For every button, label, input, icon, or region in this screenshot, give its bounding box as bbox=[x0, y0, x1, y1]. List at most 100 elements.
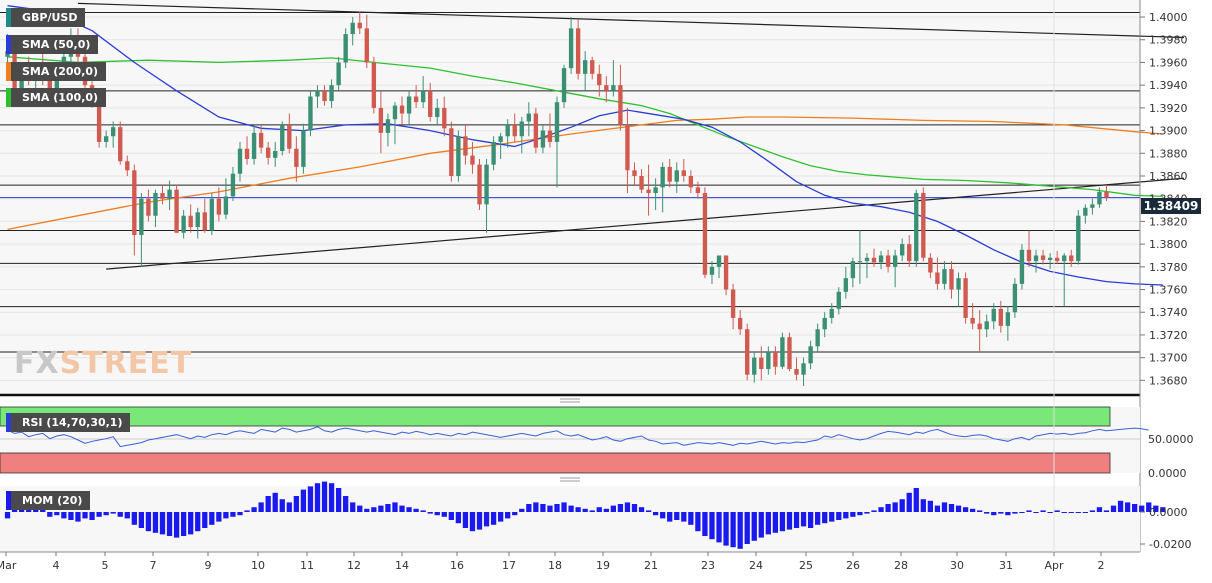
candle bbox=[582, 51, 588, 91]
candle bbox=[399, 96, 405, 125]
instrument-tag[interactable]: GBP/USD bbox=[6, 8, 86, 27]
candle bbox=[653, 178, 658, 211]
mom-bar bbox=[343, 496, 349, 512]
candle-body bbox=[195, 212, 200, 228]
x-tick-label: 25 bbox=[799, 559, 813, 572]
candle-body bbox=[533, 113, 539, 148]
mom-bar bbox=[955, 505, 962, 512]
candle-body bbox=[209, 198, 214, 231]
mom-tick-label: 0.0000 bbox=[1149, 506, 1188, 519]
candle bbox=[132, 164, 137, 256]
candle-body bbox=[1026, 249, 1032, 262]
candle bbox=[597, 64, 602, 97]
mom-bar bbox=[533, 502, 539, 512]
candle bbox=[632, 162, 637, 186]
rsi-tag[interactable]: RSI (14,70,30,1) bbox=[6, 413, 131, 432]
mom-bar bbox=[216, 512, 222, 522]
mom-bar bbox=[575, 507, 581, 512]
mom-bar bbox=[941, 502, 948, 512]
candle bbox=[745, 323, 750, 381]
sma50-tag[interactable]: SMA (50,0) bbox=[6, 35, 99, 54]
candle bbox=[470, 141, 475, 174]
mom-bar bbox=[977, 510, 983, 512]
sma100-tag[interactable]: SMA (100,0) bbox=[6, 88, 107, 107]
sma100-label: SMA (100,0) bbox=[22, 91, 99, 104]
candle bbox=[970, 303, 975, 330]
candle-body bbox=[554, 102, 560, 142]
panel-drag-handle-2[interactable] bbox=[560, 477, 580, 482]
mom-bar bbox=[906, 492, 912, 512]
mom-bar bbox=[434, 512, 440, 516]
candle-body bbox=[857, 261, 863, 263]
candle-body bbox=[357, 22, 362, 29]
mom-bar bbox=[406, 507, 412, 512]
x-tick-label: 7 bbox=[150, 559, 157, 572]
y-tick-label: 1.3940 bbox=[1149, 79, 1188, 92]
candle-body bbox=[850, 261, 856, 279]
candle bbox=[794, 357, 799, 381]
mom-bar bbox=[892, 502, 898, 512]
mom-bar bbox=[117, 512, 123, 517]
mom-bar bbox=[948, 504, 955, 512]
x-tick-label: 2 bbox=[1098, 559, 1105, 572]
mom-bar bbox=[1146, 502, 1152, 512]
candle bbox=[287, 113, 292, 154]
candle bbox=[667, 158, 672, 188]
candle bbox=[1026, 230, 1032, 267]
candle-body bbox=[709, 266, 715, 275]
mom-bar bbox=[159, 512, 166, 535]
candle-body bbox=[611, 85, 616, 91]
mom-bar bbox=[857, 512, 863, 516]
x-tick-label: 24 bbox=[749, 559, 763, 572]
candle-body bbox=[723, 255, 729, 290]
mom-bar bbox=[568, 505, 574, 512]
mom-bar bbox=[357, 505, 363, 512]
mom-bar bbox=[864, 512, 870, 514]
mom-tick-label: -0.0200 bbox=[1149, 538, 1191, 551]
mom-bar bbox=[11, 508, 18, 512]
mom-bar bbox=[934, 505, 941, 512]
candle-body bbox=[406, 96, 412, 114]
candle-body bbox=[118, 127, 123, 162]
candle bbox=[907, 235, 912, 267]
candle-body bbox=[885, 255, 891, 267]
candle-body bbox=[667, 166, 672, 182]
mom-bar bbox=[751, 512, 757, 541]
y-tick-label: 1.3900 bbox=[1149, 125, 1188, 138]
candle bbox=[223, 178, 229, 220]
candle-body bbox=[1083, 207, 1088, 216]
mom-bar bbox=[836, 512, 842, 520]
y-tick-label: 1.3960 bbox=[1149, 56, 1188, 69]
candle bbox=[702, 187, 708, 279]
candle-body bbox=[963, 278, 968, 318]
mom-bar bbox=[1082, 512, 1088, 513]
mom-bar bbox=[822, 512, 828, 524]
x-tick-label: 23 bbox=[701, 559, 715, 572]
y-tick-label: 1.3920 bbox=[1149, 102, 1188, 115]
candle-body bbox=[1047, 257, 1053, 261]
panel-drag-handle-1[interactable] bbox=[560, 398, 580, 403]
candle bbox=[174, 185, 179, 233]
rsi-low-label: 0.0000 bbox=[1148, 467, 1187, 480]
mom-tag[interactable]: MOM (20) bbox=[6, 491, 91, 510]
candle bbox=[301, 123, 306, 174]
sma200-tag[interactable]: SMA (200,0) bbox=[6, 62, 107, 81]
candle-body bbox=[639, 175, 644, 190]
mom-bar bbox=[103, 512, 109, 516]
candle bbox=[878, 250, 884, 270]
candle bbox=[759, 346, 764, 381]
candle-body bbox=[956, 278, 961, 290]
candle bbox=[787, 332, 792, 372]
mom-bar bbox=[272, 492, 278, 512]
candle bbox=[716, 255, 722, 279]
x-tick-label: 18 bbox=[548, 559, 562, 572]
x-tick-label: 19 bbox=[596, 559, 610, 572]
candle-body bbox=[1090, 204, 1095, 208]
x-tick-label: 21 bbox=[644, 559, 658, 572]
rsi-layer bbox=[7, 426, 1149, 448]
candle bbox=[103, 130, 109, 148]
sma100-line bbox=[7, 56, 1163, 198]
mom-bar bbox=[1026, 510, 1032, 512]
candle bbox=[575, 19, 581, 80]
